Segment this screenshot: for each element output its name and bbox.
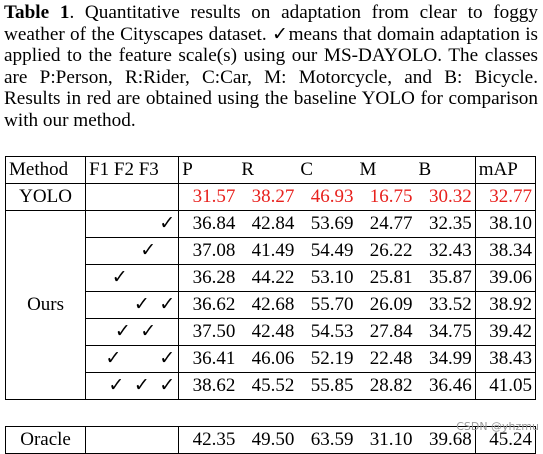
value-cell: 49.50 bbox=[238, 426, 298, 454]
header-p: P bbox=[178, 156, 239, 184]
value-cell: 36.41 bbox=[178, 345, 239, 373]
value-cell: 36.84 bbox=[178, 210, 239, 238]
ours-row: Ours ✓ 36.84 42.84 53.69 24.77 32.35 38.… bbox=[4, 210, 537, 400]
value-cell: 25.81 bbox=[356, 264, 416, 292]
header-map: mAP bbox=[475, 156, 537, 184]
value-cell: 46.06 bbox=[238, 345, 298, 373]
yolo-row: YOLO 31.57 38.27 46.93 16.75 30.32 32.77 bbox=[4, 183, 537, 211]
watermark: CSDN @yhzmu bbox=[456, 420, 539, 433]
checks-cell: ✓ ✓ bbox=[85, 318, 180, 346]
value-cell: 28.82 bbox=[356, 372, 416, 400]
value-cell: 35.87 bbox=[415, 264, 476, 292]
value-cell: 52.19 bbox=[297, 345, 357, 373]
caption-text: . Quantitative results on adaptation fro… bbox=[4, 2, 538, 131]
checks-cell bbox=[85, 426, 180, 454]
value-cell: 27.84 bbox=[356, 318, 416, 346]
map-cell: 41.05 bbox=[475, 372, 537, 400]
value-cell: 42.48 bbox=[238, 318, 298, 346]
ours-row: ✓ ✓ ✓ 38.62 45.52 55.85 28.82 36.46 41.0… bbox=[6, 372, 537, 400]
value-cell: 36.62 bbox=[178, 291, 239, 319]
map-cell: 32.77 bbox=[475, 183, 537, 211]
map-cell: 39.06 bbox=[475, 264, 537, 292]
value-cell: 55.70 bbox=[297, 291, 357, 319]
checks-cell bbox=[85, 183, 180, 211]
value-cell: 34.99 bbox=[415, 345, 476, 373]
value-cell: 37.08 bbox=[178, 237, 239, 265]
map-cell: 38.34 bbox=[475, 237, 537, 265]
value-cell: 54.53 bbox=[297, 318, 357, 346]
map-cell: 39.42 bbox=[475, 318, 537, 346]
header-b: B bbox=[415, 156, 476, 184]
value-cell: 16.75 bbox=[356, 183, 416, 211]
value-cell: 38.62 bbox=[178, 372, 239, 400]
header-feature-scales: F1 F2 F3 bbox=[85, 156, 180, 184]
value-cell: 41.49 bbox=[238, 237, 298, 265]
checks-cell: ✓ bbox=[85, 264, 180, 292]
method-cell: YOLO bbox=[4, 183, 87, 211]
value-cell: 42.68 bbox=[238, 291, 298, 319]
value-cell: 32.43 bbox=[415, 237, 476, 265]
header-r: R bbox=[238, 156, 298, 184]
map-cell: 38.10 bbox=[475, 210, 537, 238]
checks-cell: ✓ ✓ bbox=[85, 291, 180, 319]
value-cell: 36.28 bbox=[178, 264, 239, 292]
value-cell: 42.84 bbox=[238, 210, 298, 238]
ours-row: ✓ ✓ 37.50 42.48 54.53 27.84 34.75 39.42 bbox=[6, 318, 537, 346]
value-cell: 42.35 bbox=[178, 426, 239, 454]
value-cell: 34.75 bbox=[415, 318, 476, 346]
table-caption: Table 1. Quantitative results on adaptat… bbox=[4, 2, 538, 132]
value-cell: 45.52 bbox=[238, 372, 298, 400]
header-method: Method bbox=[4, 156, 87, 184]
ours-row: ✓ 36.28 44.22 53.10 25.81 35.87 39.06 bbox=[6, 264, 537, 292]
method-cell: Oracle bbox=[4, 426, 87, 454]
value-cell: 33.52 bbox=[415, 291, 476, 319]
value-cell: 22.48 bbox=[356, 345, 416, 373]
value-cell: 36.46 bbox=[415, 372, 476, 400]
checks-cell: ✓ bbox=[85, 237, 180, 265]
value-cell: 26.22 bbox=[356, 237, 416, 265]
value-cell: 55.85 bbox=[297, 372, 357, 400]
value-cell: 32.35 bbox=[415, 210, 476, 238]
checks-cell: ✓ ✓ ✓ bbox=[85, 372, 180, 400]
ours-row: ✓ ✓ 36.62 42.68 55.70 26.09 33.52 38.92 bbox=[6, 291, 537, 319]
value-cell: 26.09 bbox=[356, 291, 416, 319]
table-label: Table 1 bbox=[4, 2, 70, 23]
header-m: M bbox=[356, 156, 416, 184]
value-cell: 44.22 bbox=[238, 264, 298, 292]
header-row: Method F1 F2 F3 P R C M B mAP bbox=[4, 156, 537, 184]
value-cell: 53.10 bbox=[297, 264, 357, 292]
checks-cell: ✓ bbox=[85, 210, 180, 238]
value-cell: 30.32 bbox=[415, 183, 476, 211]
value-cell: 37.50 bbox=[178, 318, 239, 346]
map-cell: 38.92 bbox=[475, 291, 537, 319]
value-cell: 24.77 bbox=[356, 210, 416, 238]
value-cell: 53.69 bbox=[297, 210, 357, 238]
checks-cell: ✓ ✓ bbox=[85, 345, 180, 373]
value-cell: 63.59 bbox=[297, 426, 357, 454]
ours-row: ✓ ✓ 36.41 46.06 52.19 22.48 34.99 38.43 bbox=[6, 345, 537, 373]
map-cell: 38.43 bbox=[475, 345, 537, 373]
results-table: Method F1 F2 F3 P R C M B mAP YOLO 31.57… bbox=[4, 156, 537, 454]
value-cell: 46.93 bbox=[297, 183, 357, 211]
method-cell: Ours bbox=[4, 210, 87, 400]
value-cell: 31.10 bbox=[356, 426, 416, 454]
ours-row: ✓ 37.08 41.49 54.49 26.22 32.43 38.34 bbox=[6, 237, 537, 265]
value-cell: 31.57 bbox=[178, 183, 239, 211]
value-cell: 54.49 bbox=[297, 237, 357, 265]
header-c: C bbox=[297, 156, 357, 184]
value-cell: 38.27 bbox=[238, 183, 298, 211]
